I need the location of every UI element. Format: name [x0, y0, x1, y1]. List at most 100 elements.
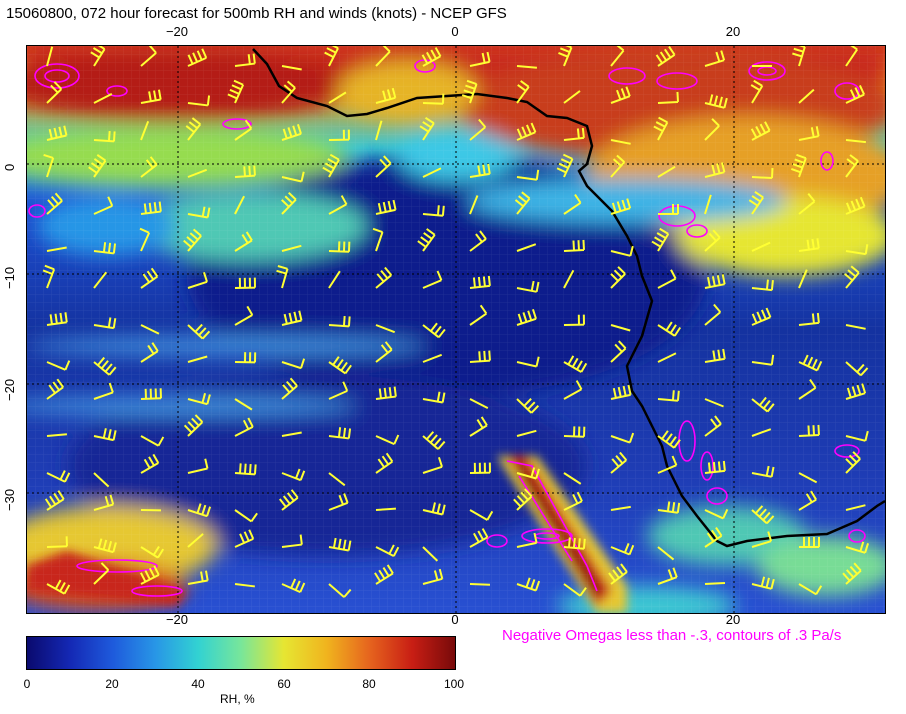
wind-barb [844, 265, 860, 289]
wind-barb [469, 416, 488, 437]
wind-barb [651, 227, 670, 252]
lon-label-top-20: 20 [725, 24, 741, 39]
wind-barb [610, 384, 632, 400]
omega-note: Negative Omegas less than -.3, contours … [502, 627, 842, 644]
wind-barb [704, 348, 726, 363]
wind-barb [608, 563, 628, 585]
wind-barb [93, 382, 114, 400]
wind-barb [187, 95, 211, 107]
lon-label-bottom-0: 0 [451, 612, 459, 627]
wind-barb [140, 565, 160, 585]
wind-barb [328, 493, 349, 511]
wind-barb [281, 191, 297, 215]
wind-barb [469, 195, 479, 215]
wind-barb [93, 472, 110, 488]
wind-barb [372, 227, 384, 252]
wind-barb [563, 472, 582, 485]
wind-barb [516, 243, 537, 252]
wind-barb [469, 509, 494, 521]
wind-barb [657, 91, 679, 104]
wind-barb [187, 168, 208, 178]
wind-barb [461, 79, 478, 104]
wind-barb [657, 430, 681, 449]
wind-barb [93, 131, 116, 143]
rh-wind-map [26, 45, 886, 614]
wind-barb [558, 46, 573, 67]
wind-barb [281, 578, 306, 594]
wind-barb [46, 312, 68, 326]
colorbar-tick-0: 0 [23, 677, 31, 691]
wind-barb [751, 354, 775, 366]
wind-barb [610, 86, 631, 104]
wind-barb [328, 427, 352, 440]
wind-barb [187, 392, 211, 406]
wind-barb [187, 458, 209, 474]
wind-barb [328, 241, 351, 253]
wind-barb [704, 508, 729, 520]
wind-barb [281, 244, 302, 252]
wind-barb [187, 533, 204, 548]
wind-barb [328, 381, 349, 400]
wind-barb [234, 463, 257, 476]
wind-barb [375, 341, 393, 363]
wind-barb [139, 227, 151, 252]
wind-barb [748, 190, 765, 215]
wind-barb [187, 570, 209, 585]
wind-barb [328, 270, 341, 289]
colorbar-tick-40: 40 [191, 677, 205, 691]
wind-barb [653, 116, 669, 141]
wind-barb [750, 79, 764, 104]
wind-barb [93, 93, 113, 104]
wind-barb [556, 153, 574, 178]
wind-barb [516, 356, 540, 368]
wind-barb [845, 85, 866, 104]
wind-barb [798, 378, 817, 400]
wind-barb [183, 228, 202, 252]
wind-barb [234, 195, 245, 215]
wind-barb [422, 546, 439, 562]
wind-barb [516, 467, 540, 480]
wind-barb [93, 271, 108, 289]
wind-barb [750, 121, 771, 141]
omega-contours [28, 59, 866, 597]
wind-barb [514, 191, 531, 215]
wind-barb [751, 531, 773, 548]
wind-barb [46, 192, 63, 215]
wind-barb [422, 391, 446, 404]
wind-barb [93, 562, 110, 585]
wind-barb [281, 65, 302, 71]
colorbar-tick-100: 100 [443, 677, 465, 691]
lat-label-left-minus20: −20 [2, 378, 17, 401]
wind-barb [46, 378, 64, 400]
wind-barb [46, 125, 68, 141]
wind-barb [469, 462, 491, 474]
wind-barb [375, 120, 383, 141]
wind-barb [375, 87, 397, 104]
wind-barb [93, 428, 117, 442]
colorbar-label: RH, % [220, 692, 255, 706]
wind-barb [281, 534, 303, 548]
wind-barb [469, 350, 491, 363]
wind-barb [798, 583, 823, 596]
wind-barb [845, 244, 869, 256]
wind-barb [610, 198, 632, 215]
wind-barb [751, 168, 774, 180]
wind-barb [657, 567, 678, 585]
lat-label-left-minus10: −10 [2, 266, 17, 289]
wind-barb [798, 193, 816, 215]
lon-label-top-minus20: −20 [165, 24, 189, 39]
wind-barb [798, 490, 818, 511]
wind-barb [563, 90, 581, 104]
wind-barb [44, 490, 65, 511]
wind-barb [234, 352, 257, 364]
wind-barb [845, 46, 859, 67]
wind-barb [88, 154, 107, 178]
wind-barb [563, 127, 585, 141]
graticule [27, 46, 885, 613]
wind-barb [281, 358, 306, 370]
wind-barb [93, 356, 117, 376]
wind-barb [281, 171, 305, 183]
wind-barb [704, 460, 726, 474]
wind-barb [657, 390, 680, 402]
wind-barb [234, 305, 254, 326]
